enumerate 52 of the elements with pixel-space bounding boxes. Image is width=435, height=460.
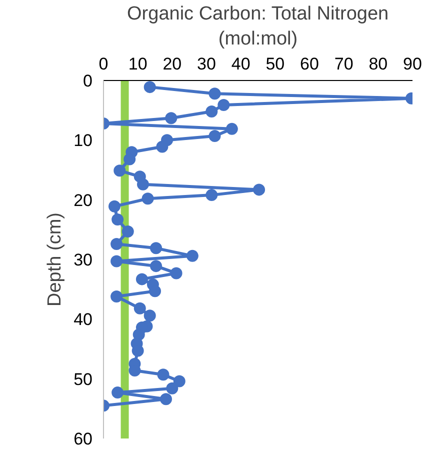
y-tick-label: 20 [74, 190, 93, 210]
point [134, 302, 146, 314]
point [122, 225, 134, 238]
x-tick-label: 0 [98, 54, 108, 74]
point [150, 260, 162, 272]
point [136, 273, 148, 286]
point [144, 81, 156, 94]
x-tick-label: 60 [300, 54, 319, 74]
point [166, 382, 178, 394]
point [208, 88, 221, 100]
point [124, 153, 136, 166]
point [218, 98, 230, 111]
point [156, 140, 168, 153]
point [110, 290, 123, 302]
point [157, 368, 170, 381]
point [160, 393, 172, 406]
point [170, 267, 182, 280]
point [226, 122, 238, 135]
x-tick-label: 50 [266, 54, 285, 74]
y-tick-label: 40 [74, 310, 93, 330]
point [142, 192, 154, 205]
y-axis-title: Depth (cm) [44, 212, 66, 306]
point [114, 164, 126, 177]
point [149, 285, 161, 298]
y-tick-label: 10 [74, 131, 93, 150]
point [206, 189, 218, 202]
x-axis-title: Organic Carbon: Total Nitrogen (mol:mol) [127, 3, 389, 50]
point [144, 310, 156, 322]
point [208, 130, 221, 142]
point [206, 106, 218, 118]
point [173, 375, 186, 388]
y-tick-label: 0 [83, 72, 93, 90]
point [165, 112, 178, 124]
point [186, 250, 198, 262]
point [108, 200, 120, 212]
point [112, 386, 124, 399]
x-tick-label: 80 [368, 54, 388, 74]
y-tick-label: 50 [74, 370, 93, 389]
point [110, 255, 123, 268]
point [110, 238, 123, 250]
point [136, 178, 149, 190]
x-tick-label: 30 [197, 54, 216, 74]
x-tick-label: 10 [128, 54, 148, 74]
point [150, 242, 162, 254]
y-tick-label: 60 [74, 430, 93, 448]
x-tick-label: 20 [162, 54, 182, 74]
y-tick-label: 30 [74, 250, 93, 270]
x-tick-label: 40 [231, 54, 250, 74]
point [253, 184, 266, 196]
point [112, 214, 124, 226]
x-tick-label: 70 [334, 54, 354, 74]
x-tick-label: 90 [403, 54, 422, 74]
